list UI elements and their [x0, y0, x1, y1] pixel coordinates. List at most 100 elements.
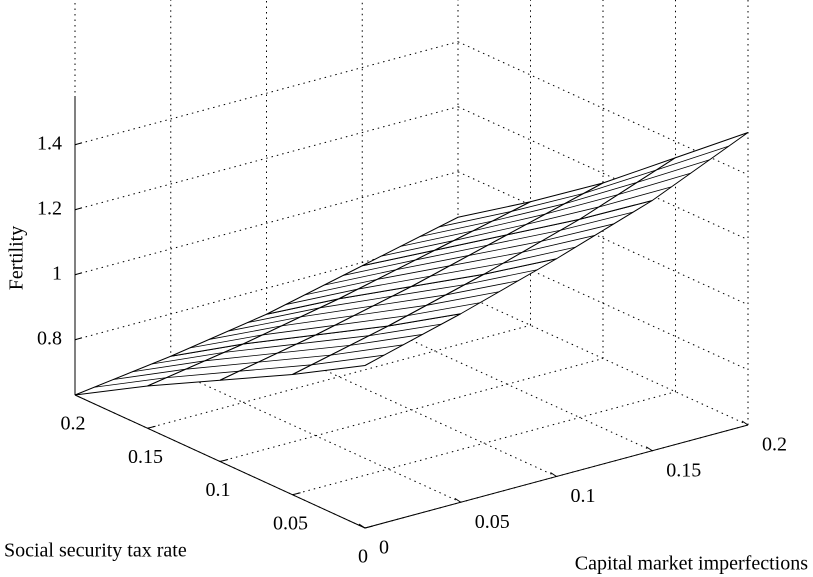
mesh-line: [258, 354, 331, 363]
mesh-line: [311, 354, 385, 366]
mesh-line: [545, 194, 619, 215]
tick-mark: [741, 420, 749, 426]
mesh-line: [185, 361, 259, 370]
x-axis-label: Capital market imperfections: [575, 553, 808, 575]
tick-mark: [550, 472, 557, 477]
mesh-line: [224, 343, 297, 353]
y-tick-label: 0: [358, 546, 368, 568]
mesh-line: [285, 288, 359, 305]
grid-line: [219, 358, 604, 462]
mesh-line: [598, 186, 672, 208]
mesh-line: [166, 370, 240, 378]
mesh-line: [353, 304, 427, 316]
mesh-line: [262, 324, 335, 336]
mesh-line: [189, 334, 263, 349]
grid-line: [457, 171, 749, 306]
mesh-line: [369, 323, 442, 337]
grid-line: [147, 324, 531, 429]
mesh-line: [526, 206, 599, 225]
mesh-line: [239, 364, 312, 372]
mesh-line: [319, 295, 393, 309]
tick-mark: [74, 142, 83, 146]
grid-line: [74, 41, 459, 146]
tick-mark: [219, 459, 229, 462]
mesh-line: [400, 230, 474, 247]
y-axis-label: Social security tax rate: [4, 540, 187, 562]
tick-mark: [74, 337, 83, 341]
z-tick-label: 1.2: [37, 197, 62, 219]
y-tick-label: 0.15: [128, 446, 163, 468]
mesh-line: [304, 278, 378, 296]
z-tick-label: 0.8: [37, 327, 62, 349]
grid-line: [74, 171, 459, 276]
tick-mark: [358, 523, 366, 529]
mesh-line: [617, 172, 691, 196]
mesh-line: [151, 352, 225, 365]
mesh-line: [453, 224, 527, 241]
mesh-line: [560, 211, 634, 231]
grid-line: [457, 236, 749, 371]
mesh-line: [407, 302, 480, 317]
mesh-line: [323, 269, 397, 286]
z-tick-label: 1: [52, 262, 62, 284]
mesh-line: [377, 265, 450, 280]
mesh-line: [503, 246, 576, 264]
mesh-line: [511, 192, 584, 212]
mesh-line: [358, 275, 431, 290]
mesh-line: [468, 240, 542, 256]
mesh-line: [564, 181, 638, 205]
mesh-line: [113, 368, 186, 380]
x-tick-label: 0.1: [571, 485, 596, 507]
x-tick-label: 0.15: [666, 459, 701, 481]
mesh-line: [381, 240, 454, 257]
mesh-line: [208, 325, 282, 340]
mesh-line: [296, 335, 370, 345]
mesh-line: [396, 255, 470, 271]
mesh-line: [472, 213, 546, 232]
mesh-line: [419, 220, 493, 238]
mesh-line: [392, 284, 465, 297]
mesh-line: [430, 262, 504, 277]
mesh-line: [228, 316, 301, 332]
mesh-line: [637, 159, 710, 183]
tick-mark: [74, 207, 83, 211]
mesh-line: [438, 211, 512, 228]
mesh-line: [449, 251, 523, 267]
tick-mark: [147, 425, 156, 429]
mesh-line: [94, 377, 167, 388]
x-tick-label: 0.2: [762, 434, 787, 456]
grid-line: [292, 391, 676, 496]
mesh-line: [656, 145, 729, 171]
z-tick-label: 1.4: [37, 132, 62, 154]
mesh-line: [464, 269, 538, 285]
mesh-line: [247, 307, 320, 324]
tick-mark: [454, 497, 462, 503]
tick-mark: [292, 492, 301, 496]
y-tick-label: 0.1: [206, 479, 231, 501]
mesh-line: [415, 244, 489, 261]
mesh-line: [300, 305, 374, 318]
grid-line: [457, 41, 749, 176]
mesh-line: [373, 294, 446, 307]
mesh-line: [204, 352, 278, 362]
mesh-line: [281, 315, 355, 327]
grid-line: [457, 106, 749, 241]
mesh-line: [349, 334, 423, 346]
y-tick-label: 0.05: [273, 512, 308, 534]
grid-line: [74, 106, 459, 211]
mesh-line: [445, 280, 519, 296]
mesh-line: [541, 223, 615, 242]
mesh-line: [132, 360, 206, 373]
tick-mark: [74, 272, 83, 276]
mesh-line: [330, 344, 404, 356]
mesh-line: [488, 229, 561, 246]
y-tick-label: 0.2: [61, 413, 86, 435]
tick-mark: [645, 446, 653, 452]
mesh-line: [492, 203, 565, 222]
mesh-line: [277, 345, 350, 354]
mesh-line: [426, 291, 500, 306]
x-tick-label: 0: [379, 537, 389, 559]
tick-mark: [364, 525, 374, 529]
z-axis-label: Fertility: [6, 226, 28, 290]
